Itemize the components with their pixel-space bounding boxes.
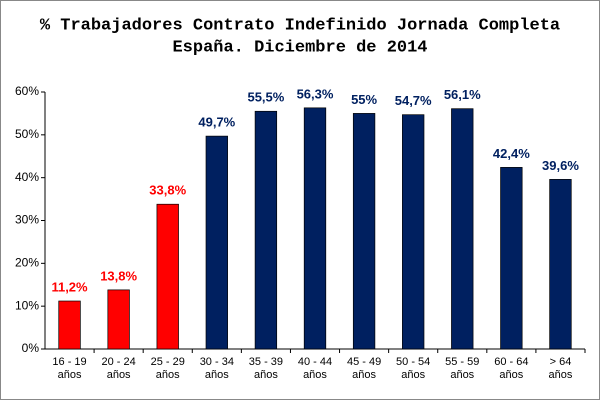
value-label: 54,7%	[395, 93, 432, 108]
x-tick-label: años	[58, 369, 82, 381]
x-tick-label: 55 - 59	[445, 356, 479, 368]
value-label: 39,6%	[542, 158, 579, 173]
bar	[156, 203, 179, 350]
value-label: 55,5%	[247, 90, 284, 105]
y-tick-label: 40%	[15, 170, 39, 184]
x-tick-label: 50 - 54	[396, 356, 430, 368]
value-label: 56,3%	[297, 86, 334, 101]
value-label: 11,2%	[51, 279, 88, 294]
bar	[58, 300, 81, 350]
bar	[451, 108, 474, 350]
bar	[549, 179, 572, 350]
x-tick-label: 20 - 24	[102, 356, 136, 368]
chart-title: España. Diciembre de 2014	[172, 38, 427, 57]
bar	[402, 114, 425, 350]
y-tick-label: 50%	[15, 127, 39, 141]
y-tick-label: 30%	[15, 213, 39, 227]
x-tick-label: 16 - 19	[52, 356, 86, 368]
x-tick-label: años	[156, 369, 180, 381]
x-tick-label: 25 - 29	[151, 356, 185, 368]
x-tick-label: años	[352, 369, 376, 381]
x-tick-label: años	[549, 369, 573, 381]
x-tick-label: > 64	[550, 356, 572, 368]
bar	[500, 167, 523, 350]
y-tick-label: 0%	[22, 341, 40, 355]
x-tick-label: años	[401, 369, 425, 381]
bar	[352, 113, 376, 350]
x-tick-label: años	[107, 369, 131, 381]
value-label: 13,8%	[100, 268, 137, 283]
x-tick-label: años	[499, 369, 523, 381]
x-tick-label: 40 - 44	[298, 356, 332, 368]
chart-title: % Trabajadores Contrato Indefinido Jorna…	[40, 16, 560, 35]
bar	[303, 107, 327, 350]
y-tick-label: 60%	[15, 84, 39, 98]
x-tick-label: años	[450, 369, 474, 381]
y-tick-label: 20%	[15, 256, 39, 270]
value-label: 55%	[351, 92, 377, 107]
x-tick-label: 35 - 39	[249, 356, 283, 368]
x-tick-label: 30 - 34	[200, 356, 234, 368]
value-label: 42,4%	[493, 146, 530, 161]
value-label: 56,1%	[444, 87, 481, 102]
bar	[254, 110, 278, 350]
x-tick-label: años	[303, 369, 327, 381]
x-tick-label: años	[205, 369, 229, 381]
bar	[205, 135, 228, 350]
y-tick-label: 10%	[15, 298, 39, 312]
x-tick-label: años	[254, 369, 278, 381]
x-tick-label: 45 - 49	[347, 356, 381, 368]
bar	[107, 289, 130, 350]
value-label: 33,8%	[149, 183, 186, 198]
x-tick-label: 60 - 64	[494, 356, 528, 368]
value-label: 49,7%	[198, 115, 235, 130]
